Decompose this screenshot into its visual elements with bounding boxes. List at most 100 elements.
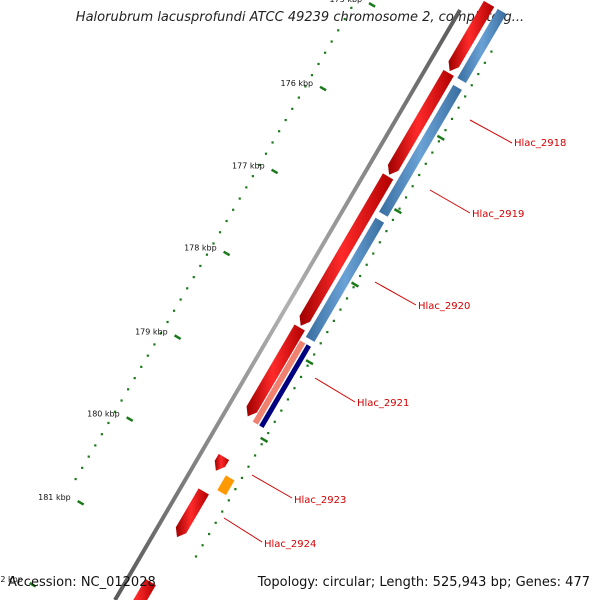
gc-dot — [297, 96, 300, 99]
cds-forward[interactable] — [448, 0, 495, 72]
cds-forward[interactable] — [299, 173, 394, 326]
cds-reverse[interactable] — [457, 8, 507, 83]
kbp-tick-label: 175 kbp — [330, 0, 363, 4]
gc-dot — [227, 499, 230, 502]
gc-dot — [306, 364, 309, 367]
gc-dot — [280, 409, 283, 412]
gc-dot — [457, 106, 460, 109]
gc-dot — [418, 173, 421, 177]
gc-dot — [186, 287, 189, 290]
gc-dot — [339, 308, 342, 311]
gc-dot — [317, 62, 320, 66]
gc-dot — [201, 544, 204, 547]
gc-dot — [179, 298, 182, 301]
gc-dot — [205, 253, 209, 256]
feature-salmon[interactable] — [252, 340, 306, 425]
gc-dot — [113, 410, 117, 413]
gc-dot — [258, 163, 261, 167]
feature-track — [120, 0, 507, 600]
gc-dot — [464, 95, 467, 98]
cds-forward[interactable] — [175, 488, 209, 538]
gc-dot — [278, 130, 281, 133]
gene-label-hlac-2921[interactable]: Hlac_2921 — [357, 398, 409, 409]
gc-dot — [166, 320, 169, 324]
gc-dot — [337, 29, 340, 32]
gc-dot — [431, 151, 434, 154]
gc-dot — [133, 376, 136, 380]
gc-dot — [450, 117, 454, 121]
gc-dot — [345, 297, 349, 300]
gc-dot — [477, 72, 480, 76]
gc-dot — [94, 444, 97, 447]
gc-dot — [343, 17, 346, 21]
gc-dot — [372, 252, 375, 255]
gc-dot — [107, 421, 110, 425]
cds-reverse[interactable] — [379, 84, 462, 217]
gc-dot — [267, 431, 270, 435]
gc-dot — [240, 476, 244, 480]
gc-dot — [470, 84, 473, 87]
feature-orange[interactable] — [217, 475, 235, 496]
gene-label-hlac-2924[interactable]: Hlac_2924 — [264, 539, 316, 550]
gc-dot — [271, 141, 274, 144]
gc-dot — [424, 162, 427, 165]
feature-navy[interactable] — [259, 344, 311, 428]
gene-label-hlac-2918[interactable]: Hlac_2918 — [514, 138, 566, 149]
accession-text: Accession: NC_012028 — [8, 575, 156, 590]
cds-forward[interactable] — [387, 69, 454, 175]
gc-dot — [214, 521, 217, 524]
gc-skew-outer-track — [74, 6, 353, 481]
gc-dot — [232, 208, 235, 211]
gc-dot — [245, 186, 248, 189]
kbp-tick-label: 182 kbp — [0, 575, 23, 584]
gc-dot — [253, 454, 257, 457]
gc-dot — [323, 51, 327, 54]
kbp-tick — [368, 2, 376, 8]
gc-dot — [100, 433, 103, 436]
gene-label-hlac-2919[interactable]: Hlac_2919 — [472, 209, 524, 220]
gc-dot — [159, 332, 163, 335]
gc-dot — [172, 309, 176, 312]
gc-dot — [378, 241, 381, 244]
cds-reverse[interactable] — [305, 217, 385, 342]
inner-tick — [436, 134, 445, 141]
cds-forward[interactable] — [120, 579, 156, 600]
gc-dot — [304, 85, 307, 88]
gc-dot — [264, 152, 268, 155]
gc-dot — [234, 488, 237, 491]
gene-label-hlac-2923[interactable]: Hlac_2923 — [294, 495, 346, 506]
gc-skew-inner-track — [194, 50, 493, 558]
gc-dot — [293, 387, 296, 390]
kbp-tick — [222, 250, 231, 257]
gc-dot — [146, 354, 149, 357]
gc-dot — [291, 107, 294, 110]
cds-forward[interactable] — [214, 453, 230, 471]
gc-dot — [251, 175, 254, 178]
inner-tick — [350, 281, 360, 288]
inner-tick — [393, 208, 402, 215]
gc-dot — [74, 477, 77, 481]
gc-dot — [120, 399, 123, 402]
kbp-tick-label: 176 kbp — [281, 79, 314, 88]
gc-dot — [140, 365, 143, 368]
kbp-tick-label: 177 kbp — [232, 162, 265, 171]
gc-dot — [299, 375, 303, 379]
gc-dot — [284, 118, 287, 122]
gc-dot — [352, 286, 355, 289]
gc-dot — [273, 420, 276, 423]
gc-dot — [332, 319, 335, 322]
kbp-tick — [29, 581, 37, 588]
cds-forward[interactable] — [246, 324, 305, 417]
backbone — [113, 8, 462, 600]
gc-dot — [286, 398, 290, 401]
gc-dot — [483, 61, 486, 64]
gc-dot — [326, 330, 329, 334]
gc-dot — [350, 6, 353, 9]
inner-tick — [259, 436, 269, 443]
gene-label-hlac-2920[interactable]: Hlac_2920 — [418, 301, 470, 312]
gc-dot — [192, 276, 195, 279]
kbp-tick — [319, 85, 327, 92]
gc-dot — [208, 532, 211, 536]
gc-dot — [319, 342, 322, 345]
